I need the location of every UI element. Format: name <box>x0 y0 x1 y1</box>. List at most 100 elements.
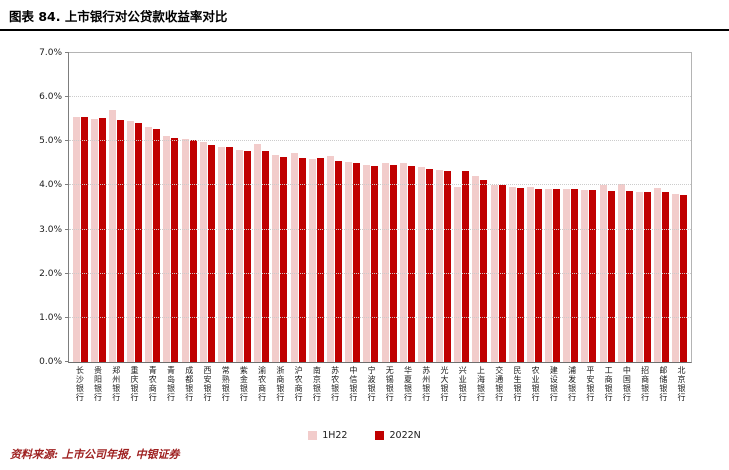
bar-group <box>434 53 452 362</box>
bar-2022n <box>589 189 597 362</box>
x-axis-label: 民生银行 <box>508 366 526 424</box>
bank-name: 长沙银行 <box>75 366 85 402</box>
x-axis-label: 紫金银行 <box>234 366 252 424</box>
gridline <box>69 316 691 318</box>
bar-2022n <box>280 156 288 362</box>
bar-1h22 <box>563 188 571 362</box>
bar-group <box>362 53 380 362</box>
x-axis-label: 兴业银行 <box>453 366 471 424</box>
bar-group <box>416 53 434 362</box>
x-axis-label: 青岛银行 <box>161 366 179 424</box>
bar-2022n <box>462 171 470 362</box>
x-axis-label: 青农商行 <box>143 366 161 424</box>
bar-1h22 <box>181 139 189 362</box>
gridline <box>69 140 691 142</box>
bar-group <box>616 53 634 362</box>
bar-2022n <box>298 158 306 362</box>
figure-title: 图表 84. 上市银行对公贷款收益率对比 <box>9 9 228 24</box>
x-axis-label: 贵阳银行 <box>88 366 106 424</box>
gridline <box>69 96 691 98</box>
x-axis-label: 工商银行 <box>599 366 617 424</box>
y-axis-label: 4.0% <box>39 180 62 191</box>
bar-group <box>525 53 543 362</box>
bank-name: 重庆银行 <box>130 366 140 402</box>
bar-group <box>180 53 198 362</box>
bar-2022n <box>480 180 488 362</box>
bar-2022n <box>662 192 670 362</box>
bar-group <box>325 53 343 362</box>
bar-1h22 <box>345 162 353 362</box>
x-axis-label: 苏农银行 <box>325 366 343 424</box>
y-axis-label: 0.0% <box>39 357 62 367</box>
bar-2022n <box>643 191 651 362</box>
x-axis-label: 重庆银行 <box>125 366 143 424</box>
bar-group <box>253 53 271 362</box>
bar-1h22 <box>672 194 680 362</box>
x-axis-label: 常熟银行 <box>216 366 234 424</box>
bar-group <box>634 53 652 362</box>
bar-group <box>216 53 234 362</box>
bar-group <box>489 53 507 362</box>
bank-name: 常熟银行 <box>221 366 231 402</box>
bar-1h22 <box>326 156 334 362</box>
bar-2022n <box>553 188 561 362</box>
bank-name: 中信银行 <box>348 366 358 402</box>
bar-2022n <box>316 157 324 362</box>
x-axis-label: 农业银行 <box>526 366 544 424</box>
x-axis-label: 浙商银行 <box>271 366 289 424</box>
legend-label: 2022N <box>389 430 421 441</box>
bank-name: 无锡银行 <box>385 366 395 402</box>
x-axis-label: 建设银行 <box>544 366 562 424</box>
bar-2022n <box>607 190 615 362</box>
bar-group <box>671 53 689 362</box>
bar-1h22 <box>290 153 298 362</box>
bank-name: 上海银行 <box>476 366 486 402</box>
bar-1h22 <box>199 142 207 362</box>
bank-name: 招商银行 <box>640 366 650 402</box>
y-axis-tick <box>65 272 69 274</box>
bar-1h22 <box>363 165 371 362</box>
source-note: 资料来源: 上市公司年报, 中银证券 <box>10 448 180 461</box>
x-axis-label: 无锡银行 <box>380 366 398 424</box>
bar-1h22 <box>381 163 389 362</box>
bank-name: 工商银行 <box>604 366 614 402</box>
bar-group <box>598 53 616 362</box>
bar-group <box>453 53 471 362</box>
bar-2022n <box>135 122 143 362</box>
bank-name: 郑州银行 <box>111 366 121 402</box>
figure-header: 图表 84. 上市银行对公贷款收益率对比 <box>0 0 729 31</box>
legend-swatch <box>375 431 385 440</box>
y-axis-label: 2.0% <box>39 268 62 279</box>
gridline <box>69 228 691 230</box>
bank-name: 兴业银行 <box>458 366 468 402</box>
x-axis-labels: 长沙银行 贵阳银行 郑州银行 重庆银行 青农商行 青岛银行 成都银行 西安银行 常熟银行 紫金银行… <box>68 366 692 424</box>
bar-2022n <box>262 151 270 362</box>
bar-1h22 <box>526 187 534 362</box>
y-axis-label: 7.0% <box>39 48 62 58</box>
bar-2022n <box>98 117 106 362</box>
y-axis-tick <box>65 96 69 98</box>
bank-name: 北京银行 <box>677 366 687 402</box>
bar-1h22 <box>90 119 98 362</box>
bar-1h22 <box>254 144 262 362</box>
bar-1h22 <box>127 121 135 362</box>
x-axis-label: 渝农商行 <box>252 366 270 424</box>
bank-name: 南京银行 <box>312 366 322 402</box>
bank-name: 紫金银行 <box>239 366 249 402</box>
bank-name: 青岛银行 <box>166 366 176 402</box>
bar-1h22 <box>654 187 662 362</box>
gridline <box>69 184 691 186</box>
x-axis-label: 平安银行 <box>581 366 599 424</box>
y-axis-tick <box>65 361 69 362</box>
bar-1h22 <box>472 175 480 362</box>
x-axis-label: 招商银行 <box>635 366 653 424</box>
bar-2022n <box>225 147 233 362</box>
x-axis-label: 中国银行 <box>617 366 635 424</box>
plot-area: 0.0% 1.0% 2.0% 3.0% 4.0% 5.0% 6.0% 7.0% <box>39 48 692 367</box>
bar-group <box>471 53 489 362</box>
y-axis-tick <box>65 52 69 53</box>
bar-group <box>271 53 289 362</box>
bank-name: 苏州银行 <box>421 366 431 402</box>
x-axis-label: 郑州银行 <box>106 366 124 424</box>
bar-1h22 <box>308 158 316 362</box>
